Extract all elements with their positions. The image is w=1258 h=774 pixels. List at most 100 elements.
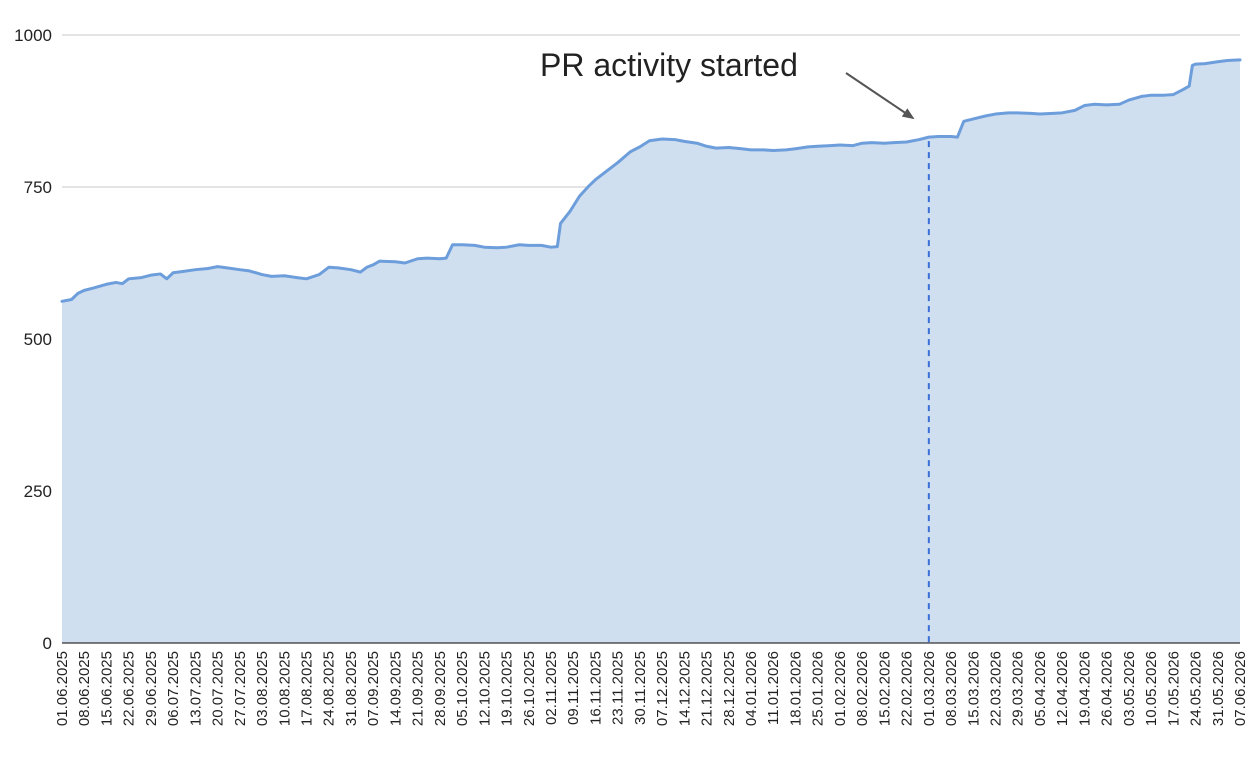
data-point <box>962 120 965 123</box>
x-tick-label: 11.01.2026 <box>765 651 782 725</box>
data-point <box>378 260 381 263</box>
x-tick-label: 16.11.2025 <box>587 651 604 725</box>
data-point <box>893 141 896 144</box>
data-point <box>394 260 397 263</box>
x-tick-label: 31.05.2026 <box>1210 651 1227 726</box>
data-point <box>283 274 286 277</box>
x-tick-label: 22.02.2026 <box>899 651 916 726</box>
data-point <box>1204 62 1207 65</box>
data-point <box>372 263 375 266</box>
data-point <box>216 265 219 268</box>
x-tick-label: 30.11.2025 <box>632 651 649 725</box>
data-point <box>438 257 441 260</box>
x-tick-label: 18.01.2026 <box>787 651 804 726</box>
tick-layer: 0 250 500 750 1000 01.06.2025 08.06.2025 15.06.… <box>14 26 1249 726</box>
data-point <box>337 266 340 269</box>
data-point <box>76 292 79 295</box>
x-tick-label: 21.12.2025 <box>699 651 716 726</box>
data-point <box>956 136 959 139</box>
x-tick-label: 03.05.2026 <box>1121 651 1138 726</box>
x-tick-label: 03.08.2025 <box>254 651 271 726</box>
data-point <box>296 276 299 279</box>
data-point <box>772 149 775 152</box>
data-point <box>248 270 251 273</box>
data-point <box>270 275 273 278</box>
data-point <box>816 145 819 148</box>
data-point <box>540 244 543 247</box>
data-point <box>451 243 454 246</box>
data-point <box>140 276 143 279</box>
data-point <box>1073 109 1076 112</box>
data-point <box>727 146 730 149</box>
data-point <box>473 244 476 247</box>
data-point <box>238 268 241 271</box>
data-point <box>1051 112 1054 115</box>
data-point <box>445 257 448 260</box>
x-tick-label: 29.06.2025 <box>143 651 160 726</box>
x-tick-label: 15.03.2026 <box>965 651 982 726</box>
x-tick-label: 02.11.2025 <box>543 651 560 725</box>
x-tick-label: 10.08.2025 <box>276 651 293 726</box>
x-tick-label: 12.04.2026 <box>1054 651 1071 726</box>
data-point <box>661 138 664 141</box>
x-tick-label: 15.06.2025 <box>98 651 115 726</box>
data-point <box>207 267 210 270</box>
y-tick-label: 750 <box>24 178 52 197</box>
data-point <box>172 271 175 274</box>
data-point <box>673 138 676 141</box>
data-point <box>870 141 873 144</box>
data-point <box>556 245 559 248</box>
x-tick-label: 23.11.2025 <box>610 651 627 725</box>
data-point <box>61 300 64 303</box>
data-point <box>150 274 153 277</box>
data-point <box>851 144 854 147</box>
data-point <box>762 149 765 152</box>
x-tick-label: 14.12.2025 <box>676 651 693 726</box>
data-point <box>994 113 997 116</box>
data-point <box>1061 111 1064 114</box>
data-point <box>1216 60 1219 63</box>
data-point <box>127 277 130 280</box>
data-point <box>1150 94 1153 97</box>
data-point <box>1162 94 1165 97</box>
x-tick-label: 19.04.2026 <box>1076 651 1093 726</box>
data-point <box>594 178 597 181</box>
area-layer <box>60 58 1242 644</box>
data-point <box>705 145 708 148</box>
data-point <box>181 270 184 273</box>
data-point <box>578 195 581 198</box>
data-point <box>83 289 86 292</box>
x-tick-label: 12.10.2025 <box>476 651 493 726</box>
data-point <box>404 262 407 265</box>
annotation-arrow <box>845 72 915 120</box>
x-tick-label: 05.10.2025 <box>454 651 471 726</box>
data-point <box>1083 104 1086 107</box>
data-point <box>905 141 908 144</box>
data-point <box>1127 99 1130 102</box>
data-point <box>1007 111 1010 114</box>
x-tick-label: 31.08.2025 <box>343 651 360 726</box>
x-tick-label: 28.12.2025 <box>721 651 738 726</box>
x-tick-label: 15.02.2026 <box>876 651 893 726</box>
annotation-layer: PR activity started <box>540 47 930 643</box>
x-tick-label: 24.05.2026 <box>1188 651 1205 726</box>
x-tick-label: 07.09.2025 <box>365 651 382 726</box>
data-point <box>629 150 632 153</box>
data-point <box>794 147 797 150</box>
data-point <box>426 257 429 260</box>
data-point <box>305 277 308 280</box>
x-tick-label: 07.12.2025 <box>654 651 671 726</box>
x-tick-label: 17.05.2026 <box>1165 651 1182 726</box>
data-point <box>807 145 810 148</box>
data-point <box>1239 59 1242 62</box>
data-point <box>1029 112 1032 115</box>
data-point <box>527 244 530 247</box>
data-point <box>461 243 464 246</box>
data-point <box>1039 113 1042 116</box>
data-point <box>194 268 197 271</box>
data-point <box>861 142 864 145</box>
data-point <box>327 266 330 269</box>
data-point <box>505 246 508 249</box>
x-tick-label: 09.11.2025 <box>565 651 582 725</box>
